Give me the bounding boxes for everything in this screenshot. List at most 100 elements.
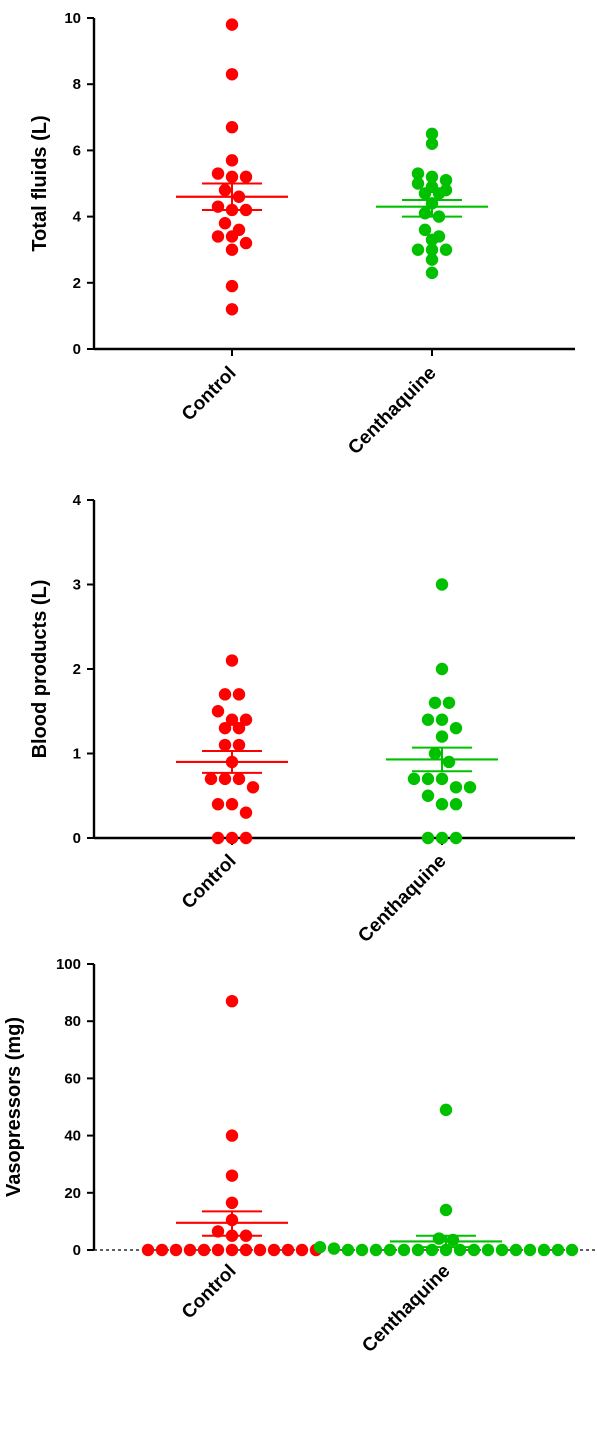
y-tick-label: 100 [56, 956, 81, 973]
data-point [425, 127, 439, 141]
series-centhaquine [376, 127, 488, 280]
data-point [411, 167, 425, 180]
chart-2: 0 1 2 3 4 Blood products (L) Control Centhaquin… [29, 492, 575, 947]
category-label: Centhaquine [344, 363, 440, 459]
y-axis-label: Total fluids (L) [29, 115, 51, 251]
data-point [225, 243, 239, 256]
series-centhaquine [313, 1103, 579, 1257]
data-point [435, 772, 449, 786]
data-point [225, 303, 239, 316]
data-point [341, 1243, 355, 1257]
data-point [225, 798, 239, 811]
y-tick-label: 20 [64, 1185, 81, 1202]
data-point [232, 772, 246, 786]
data-point [446, 1233, 460, 1247]
chart-3: 0 20 40 60 80 100 Vasopressors (mg) Control Cent… [3, 956, 597, 1357]
series-centhaquine [386, 578, 498, 845]
data-point [435, 578, 449, 591]
data-point [183, 1243, 197, 1257]
data-point [225, 1169, 239, 1182]
data-point [425, 253, 439, 266]
data-point [218, 738, 232, 752]
data-point [411, 1243, 425, 1257]
y-tick-label: 1 [73, 746, 81, 763]
category-label: Control [178, 1261, 241, 1324]
data-point [463, 781, 477, 794]
data-point [442, 755, 456, 769]
data-point [225, 1196, 239, 1210]
y-tick-label: 40 [64, 1128, 81, 1145]
data-point [439, 243, 453, 256]
data-point [225, 831, 239, 845]
y-tick-label: 6 [73, 142, 81, 159]
category-label: Control [178, 363, 241, 426]
data-point [411, 177, 425, 190]
data-point [481, 1243, 495, 1257]
data-point [225, 279, 239, 293]
y-tick-label: 3 [73, 577, 81, 594]
data-point [218, 217, 232, 230]
data-point [239, 170, 253, 184]
data-point [428, 747, 442, 760]
data-point [225, 1243, 239, 1257]
y-tick-label: 2 [73, 275, 81, 292]
data-point [565, 1243, 579, 1257]
data-point [432, 1232, 446, 1245]
y-tick-label: 60 [64, 1070, 81, 1087]
data-point [523, 1243, 537, 1257]
data-point [267, 1243, 281, 1257]
y-tick-label: 4 [73, 492, 82, 509]
data-point [169, 1243, 183, 1257]
series-control [176, 18, 288, 316]
data-point [225, 654, 239, 667]
data-point [467, 1243, 481, 1257]
data-point [449, 798, 463, 811]
y-tick-label: 2 [73, 661, 81, 678]
data-point [425, 233, 439, 246]
data-point [225, 994, 239, 1008]
data-point [239, 831, 253, 845]
data-point [435, 831, 449, 845]
data-point [204, 772, 218, 786]
data-point [232, 721, 246, 735]
data-point [449, 781, 463, 794]
data-point [442, 696, 456, 709]
data-point [218, 721, 232, 735]
y-tick-label: 0 [73, 830, 81, 847]
data-point [313, 1240, 327, 1254]
data-point [411, 243, 425, 256]
data-point [551, 1243, 565, 1257]
data-point [239, 806, 253, 819]
data-point [425, 170, 439, 184]
y-tick-label: 8 [73, 76, 81, 93]
data-point [418, 207, 432, 220]
data-point [281, 1243, 295, 1257]
data-point [246, 781, 260, 794]
data-point [432, 187, 446, 200]
data-point [418, 187, 432, 200]
data-point [425, 137, 439, 150]
data-point [407, 772, 421, 786]
data-point [439, 1103, 453, 1117]
y-axis-label: Blood products (L) [29, 580, 51, 759]
y-tick-label: 80 [64, 1013, 81, 1030]
data-point [211, 167, 225, 180]
data-point [355, 1243, 369, 1257]
series-control [141, 994, 323, 1257]
data-point [141, 1243, 155, 1257]
y-axis-label: Vasopressors (mg) [3, 1017, 25, 1197]
y-tick-label: 0 [73, 341, 81, 358]
data-point [435, 798, 449, 811]
data-point [421, 789, 435, 802]
data-point [211, 230, 225, 243]
data-point [369, 1243, 383, 1257]
data-point [225, 713, 239, 726]
data-point [211, 1243, 225, 1257]
data-point [327, 1242, 341, 1255]
category-label: Centhaquine [354, 851, 450, 947]
data-point [435, 730, 449, 743]
data-point [449, 831, 463, 845]
chart-1: 0 2 4 6 8 10 Total fluids (L) Control Centhaquin… [29, 10, 575, 459]
data-point [383, 1243, 397, 1257]
